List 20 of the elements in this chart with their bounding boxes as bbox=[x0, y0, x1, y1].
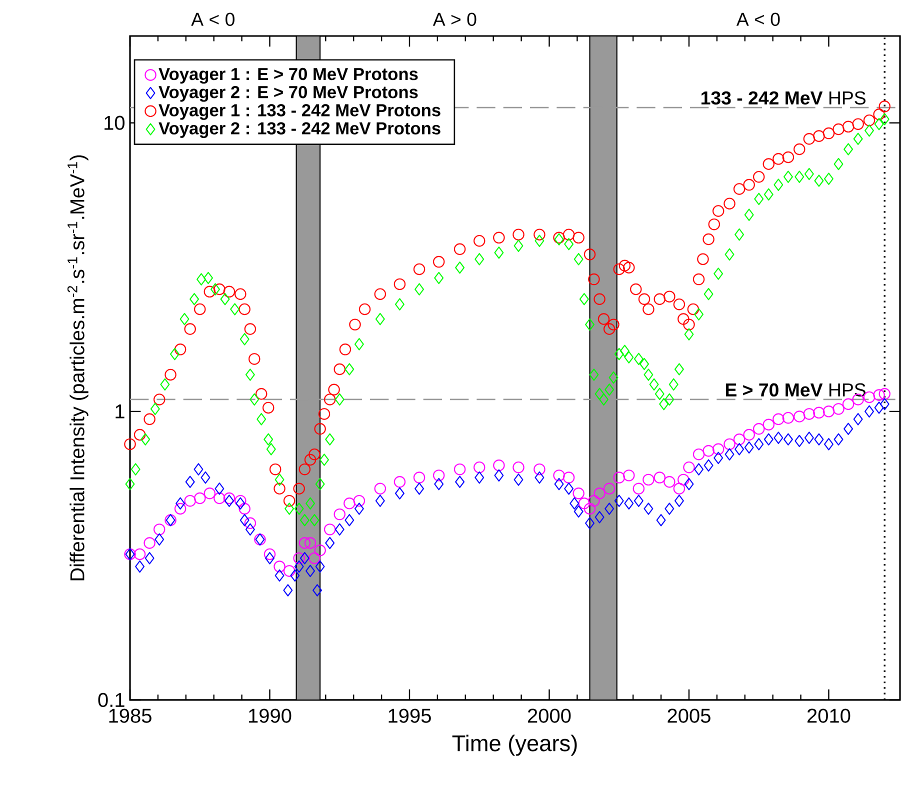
legend-label: Voyager 1 : E > 70 MeV Protons bbox=[158, 68, 418, 84]
x-tick-label: 1985 bbox=[109, 708, 152, 723]
ref-line-label: E > 70 MeV HPS bbox=[726, 383, 866, 397]
y-tick-label: 10 bbox=[104, 116, 124, 130]
text: A < 0 bbox=[736, 12, 780, 26]
text: Differential Intensity (particles.m$^{-2}$.s$^{-1}$.sr$^{-1}$.MeV$^{-1}$) bbox=[67, 155, 88, 580]
legend-label: Voyager 2 : 133 - 242 MeV Protons bbox=[158, 122, 440, 138]
y-tick-label: 0.1 bbox=[98, 692, 124, 708]
ref-line-label: 133 - 242 MeV HPS bbox=[701, 91, 866, 105]
legend-label: Voyager 2 : E > 70 MeV Protons bbox=[158, 86, 418, 102]
y-tick-label: 1 bbox=[116, 404, 124, 418]
x-tick-label: 1990 bbox=[249, 708, 292, 723]
x-tick-label: 2000 bbox=[528, 708, 571, 723]
text: A < 0 bbox=[191, 12, 234, 26]
x-tick-label: 1995 bbox=[388, 708, 431, 723]
text: A > 0 bbox=[432, 12, 476, 26]
legend-label: Voyager 1 : 133 - 242 MeV Protons bbox=[158, 104, 440, 120]
x-tick-label: 2010 bbox=[807, 708, 850, 723]
x-axis-title: Time (years) bbox=[452, 734, 577, 756]
x-tick-label: 2005 bbox=[668, 708, 710, 723]
